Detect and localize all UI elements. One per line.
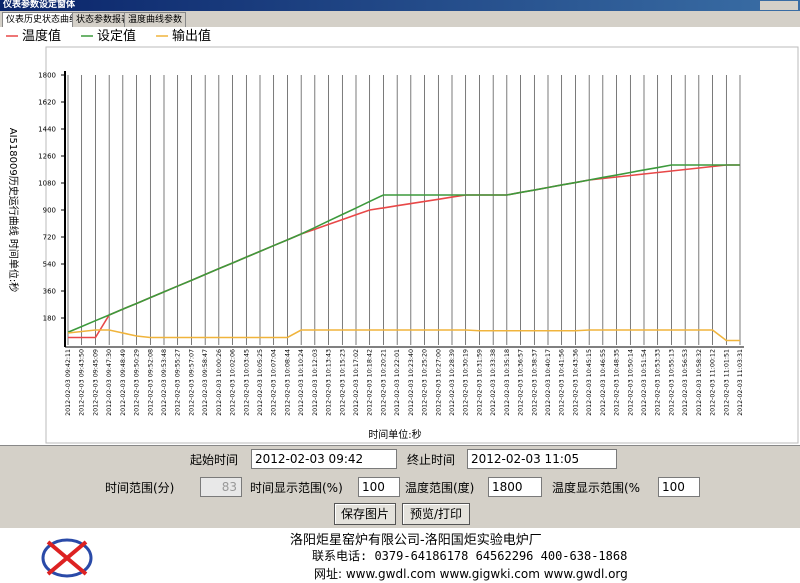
y-tick-label: 180 (43, 315, 56, 323)
x-tick-label: 2012-02-03 10:00:26 (216, 349, 223, 416)
x-tick-label: 2012-02-03 10:58:32 (696, 349, 703, 416)
x-tick-label: 2012-02-03 09:55:27 (175, 349, 182, 416)
x-tick-label: 2012-02-03 09:52:08 (147, 349, 154, 416)
x-tick-label: 2012-02-03 10:31:59 (476, 349, 483, 416)
chart-panel (0, 27, 800, 446)
y-tick-label: 1260 (38, 153, 56, 161)
series-line (68, 164, 740, 339)
phone: 联系电话: 0379-64186178 64562296 400-638-186… (312, 549, 628, 563)
x-tick-label: 2012-02-03 09:47:30 (106, 349, 113, 416)
y-tick-label: 540 (43, 261, 56, 269)
x-tick-label: 2012-02-03 10:10:24 (298, 349, 305, 416)
title-bar: 仪表参数设定窗体 (0, 0, 800, 11)
label: 时间显示范围(%) (250, 481, 343, 495)
x-tick-label: 2012-02-03 09:42:11 (65, 349, 72, 416)
x-tick-label: 2012-02-03 10:41:56 (559, 349, 566, 416)
x-tick-label: 2012-02-03 10:48:35 (614, 349, 621, 416)
x-tick-label: 2012-02-03 10:02:06 (230, 349, 237, 416)
y-tick-label: 1800 (38, 72, 56, 80)
end-time-select[interactable]: 2012-02-03 11:05 (467, 449, 617, 469)
x-tick-label: 2012-02-03 10:30:19 (463, 349, 470, 416)
footer (0, 528, 800, 583)
y-tick-label: 720 (43, 234, 56, 242)
x-tick-label: 2012-02-03 10:35:18 (504, 349, 511, 416)
chart-frame (45, 46, 799, 444)
chart: AI518009历史运行曲线 时间单位:秒 时间单位:秒 温度值 设定值 输出值 18… (6, 28, 799, 444)
x-tick-label: 2012-02-03 10:20:21 (380, 349, 387, 416)
tab[interactable]: 仪表历史状态曲线 (2, 12, 83, 27)
x-tick-label: 2012-02-03 10:40:17 (545, 349, 552, 416)
x-tick-label: 2012-02-03 09:58:47 (202, 349, 209, 416)
window-buttons[interactable] (760, 1, 798, 10)
logo (41, 538, 93, 578)
x-tick-label: 2012-02-03 10:27:00 (435, 349, 442, 416)
x-tick-label: 2012-02-03 10:38:37 (531, 349, 538, 416)
x-tick-label: 2012-02-03 09:43:50 (79, 349, 86, 416)
x-tick-label: 2012-02-03 10:03:45 (243, 349, 250, 416)
x-tick-label: 2012-02-03 09:48:49 (120, 349, 127, 416)
x-tick-label: 2012-02-03 09:57:07 (188, 349, 195, 416)
x-tick-label: 2012-02-03 09:50:29 (134, 349, 141, 416)
x-tick-label: 2012-02-03 10:08:44 (284, 349, 291, 416)
x-tick-label: 2012-02-03 09:53:48 (161, 349, 168, 416)
y-tick-label: 1620 (38, 99, 56, 107)
x-tick-label: 2012-02-03 10:22:01 (394, 349, 401, 416)
x-tick-label: 2012-02-03 10:45:15 (586, 349, 593, 416)
x-tick-label: 2012-02-03 10:36:57 (518, 349, 525, 416)
legend-label: 设定值 (97, 28, 136, 44)
company: 洛阳炬星窑炉有限公司-洛阳国炬实验电炉厂 (290, 533, 542, 548)
x-tick-label: 2012-02-03 10:46:55 (600, 349, 607, 416)
y-axis-title: AI518009历史运行曲线 时间单位:秒 (7, 128, 20, 293)
y-tick-label: 1080 (38, 180, 56, 188)
range-input: 83 (200, 477, 242, 497)
label: 时间范围(分) (105, 481, 175, 495)
x-tick-label: 2012-02-03 10:28:39 (449, 349, 456, 416)
legend-label: 温度值 (22, 28, 61, 44)
x-tick-label: 2012-02-03 10:17:02 (353, 349, 360, 416)
x-tick-label: 2012-02-03 10:07:04 (271, 349, 278, 416)
x-tick-label: 2012-02-03 10:50:14 (627, 349, 634, 416)
x-tick-label: 2012-02-03 10:18:42 (367, 349, 374, 416)
x-axis-title: 时间单位:秒 (368, 428, 421, 441)
x-tick-label: 2012-02-03 10:15:23 (339, 349, 346, 416)
x-tick-label: 2012-02-03 11:00:12 (710, 349, 717, 416)
x-tick-label: 2012-02-03 10:43:36 (572, 349, 579, 416)
x-tick-label: 2012-02-03 11:03:31 (737, 349, 744, 416)
y-tick-label: 360 (43, 288, 56, 296)
y-tick-label: 900 (43, 207, 56, 215)
x-tick-label: 2012-02-03 10:55:13 (668, 349, 675, 416)
series-line (67, 164, 740, 333)
x-tick-label: 2012-02-03 10:05:25 (257, 349, 264, 416)
website: 网址: www.gwdl.com www.gigwki.com www.gwdl… (314, 567, 628, 581)
save-button[interactable]: 保存图片 (334, 503, 396, 525)
print-button[interactable]: 预览/打印 (402, 503, 470, 525)
label: 温度范围(度) (405, 481, 475, 495)
time-pct-input[interactable]: 100 (358, 477, 400, 497)
x-tick-label: 2012-02-03 10:13:43 (326, 349, 333, 416)
x-tick-label: 2012-02-03 10:33:38 (490, 349, 497, 416)
x-tick-label: 2012-02-03 10:25:20 (422, 349, 429, 416)
series-line (67, 329, 740, 342)
x-tick-label: 2012-02-03 09:45:09 (92, 349, 99, 416)
x-tick-label: 2012-02-03 10:51:54 (641, 349, 648, 416)
x-tick-label: 2012-02-03 10:53:33 (655, 349, 662, 416)
x-tick-label: 2012-02-03 10:56:53 (682, 349, 689, 416)
label: 起始时间 (190, 453, 239, 467)
temp-range-input[interactable]: 1800 (488, 477, 542, 497)
x-tick-label: 2012-02-03 10:23:40 (408, 349, 415, 416)
x-tick-label: 2012-02-03 11:01:51 (723, 349, 730, 416)
y-tick-label: 1440 (38, 126, 56, 134)
start-time-select[interactable]: 2012-02-03 09:42 (251, 449, 397, 469)
legend-label: 输出值 (172, 28, 211, 44)
label: 温度显示范围(% (552, 481, 641, 495)
temp-pct-input[interactable]: 100 (658, 477, 700, 497)
label: 终止时间 (407, 453, 456, 467)
x-tick-label: 2012-02-03 10:12:03 (312, 349, 319, 416)
tab[interactable]: 温度曲线参数 (124, 12, 187, 27)
